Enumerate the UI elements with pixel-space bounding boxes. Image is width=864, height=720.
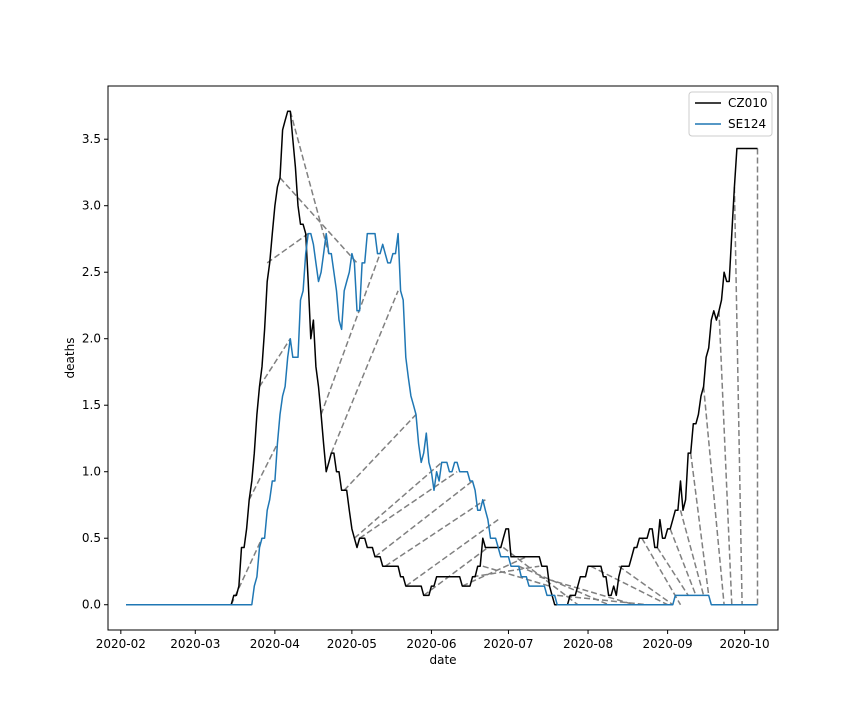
warping-link-0 — [289, 111, 330, 254]
warping-link-11 — [374, 480, 473, 558]
warping-link-13 — [405, 518, 499, 587]
warping-link-19 — [518, 565, 609, 606]
warping-link-12 — [384, 499, 486, 567]
warping-link-6 — [320, 253, 381, 415]
warping-link-14 — [423, 546, 489, 597]
warping-link-24 — [641, 537, 682, 606]
x-tick-label: 2020-10 — [720, 637, 770, 651]
x-tick-label: 2020-05 — [327, 637, 377, 651]
warping-link-3 — [258, 338, 291, 388]
warping-link-15 — [461, 556, 527, 587]
warping-link-10 — [359, 471, 458, 539]
warping-link-22 — [590, 565, 668, 606]
x-tick-label: 2020-07 — [483, 637, 533, 651]
warping-link-23 — [618, 565, 674, 606]
warping-link-1 — [279, 177, 358, 264]
x-tick-label: 2020-09 — [643, 637, 693, 651]
legend: CZ010 SE124 — [688, 91, 773, 137]
x-axis-label: date — [429, 653, 456, 667]
y-tick-label: 2.0 — [82, 332, 101, 346]
warping-link-17 — [482, 565, 550, 587]
x-tick-label: 2020-06 — [406, 637, 456, 651]
x-axis-ticks: 2020-02 2020-03 2020-04 2020-05 2020-06 2020-… — [96, 630, 770, 651]
warping-link-20 — [539, 576, 635, 606]
warping-link-27 — [679, 510, 705, 596]
x-tick-label: 2020-03 — [170, 637, 220, 651]
series-line-se124 — [126, 232, 758, 606]
warping-link-26 — [669, 528, 697, 596]
warping-link-31 — [733, 187, 743, 605]
warping-link-7 — [330, 290, 399, 454]
y-tick-label: 0.0 — [82, 598, 101, 612]
y-tick-label: 3.0 — [82, 199, 101, 213]
series-lines — [126, 110, 758, 606]
warping-link-30 — [718, 310, 733, 605]
warping-link-21 — [557, 594, 648, 606]
y-tick-label: 2.5 — [82, 265, 101, 279]
warping-link-28 — [689, 453, 710, 596]
warping-link-16 — [472, 565, 540, 578]
x-tick-label: 2020-08 — [563, 637, 613, 651]
plot-frame — [107, 85, 779, 631]
y-tick-label: 1.0 — [82, 465, 101, 479]
y-tick-label: 3.5 — [82, 132, 101, 146]
y-axis-ticks: 0.0 0.5 1.0 1.5 2.0 2.5 3.0 3.5 — [82, 132, 108, 612]
legend-label-se124: SE124 — [728, 117, 766, 131]
warping-link-2 — [266, 232, 309, 264]
warping-links — [230, 111, 759, 606]
y-axis-label: deaths — [63, 338, 77, 379]
legend-label-cz010: CZ010 — [728, 96, 768, 110]
y-tick-label: 0.5 — [82, 531, 101, 545]
warping-link-29 — [702, 386, 725, 605]
warping-link-25 — [656, 547, 689, 596]
x-tick-label: 2020-04 — [250, 637, 300, 651]
plot-area — [108, 86, 778, 630]
x-tick-label: 2020-02 — [96, 637, 146, 651]
warping-link-9 — [353, 461, 443, 539]
series-line-cz010 — [126, 110, 758, 606]
y-tick-label: 1.5 — [82, 398, 101, 412]
warping-link-4 — [248, 443, 279, 501]
